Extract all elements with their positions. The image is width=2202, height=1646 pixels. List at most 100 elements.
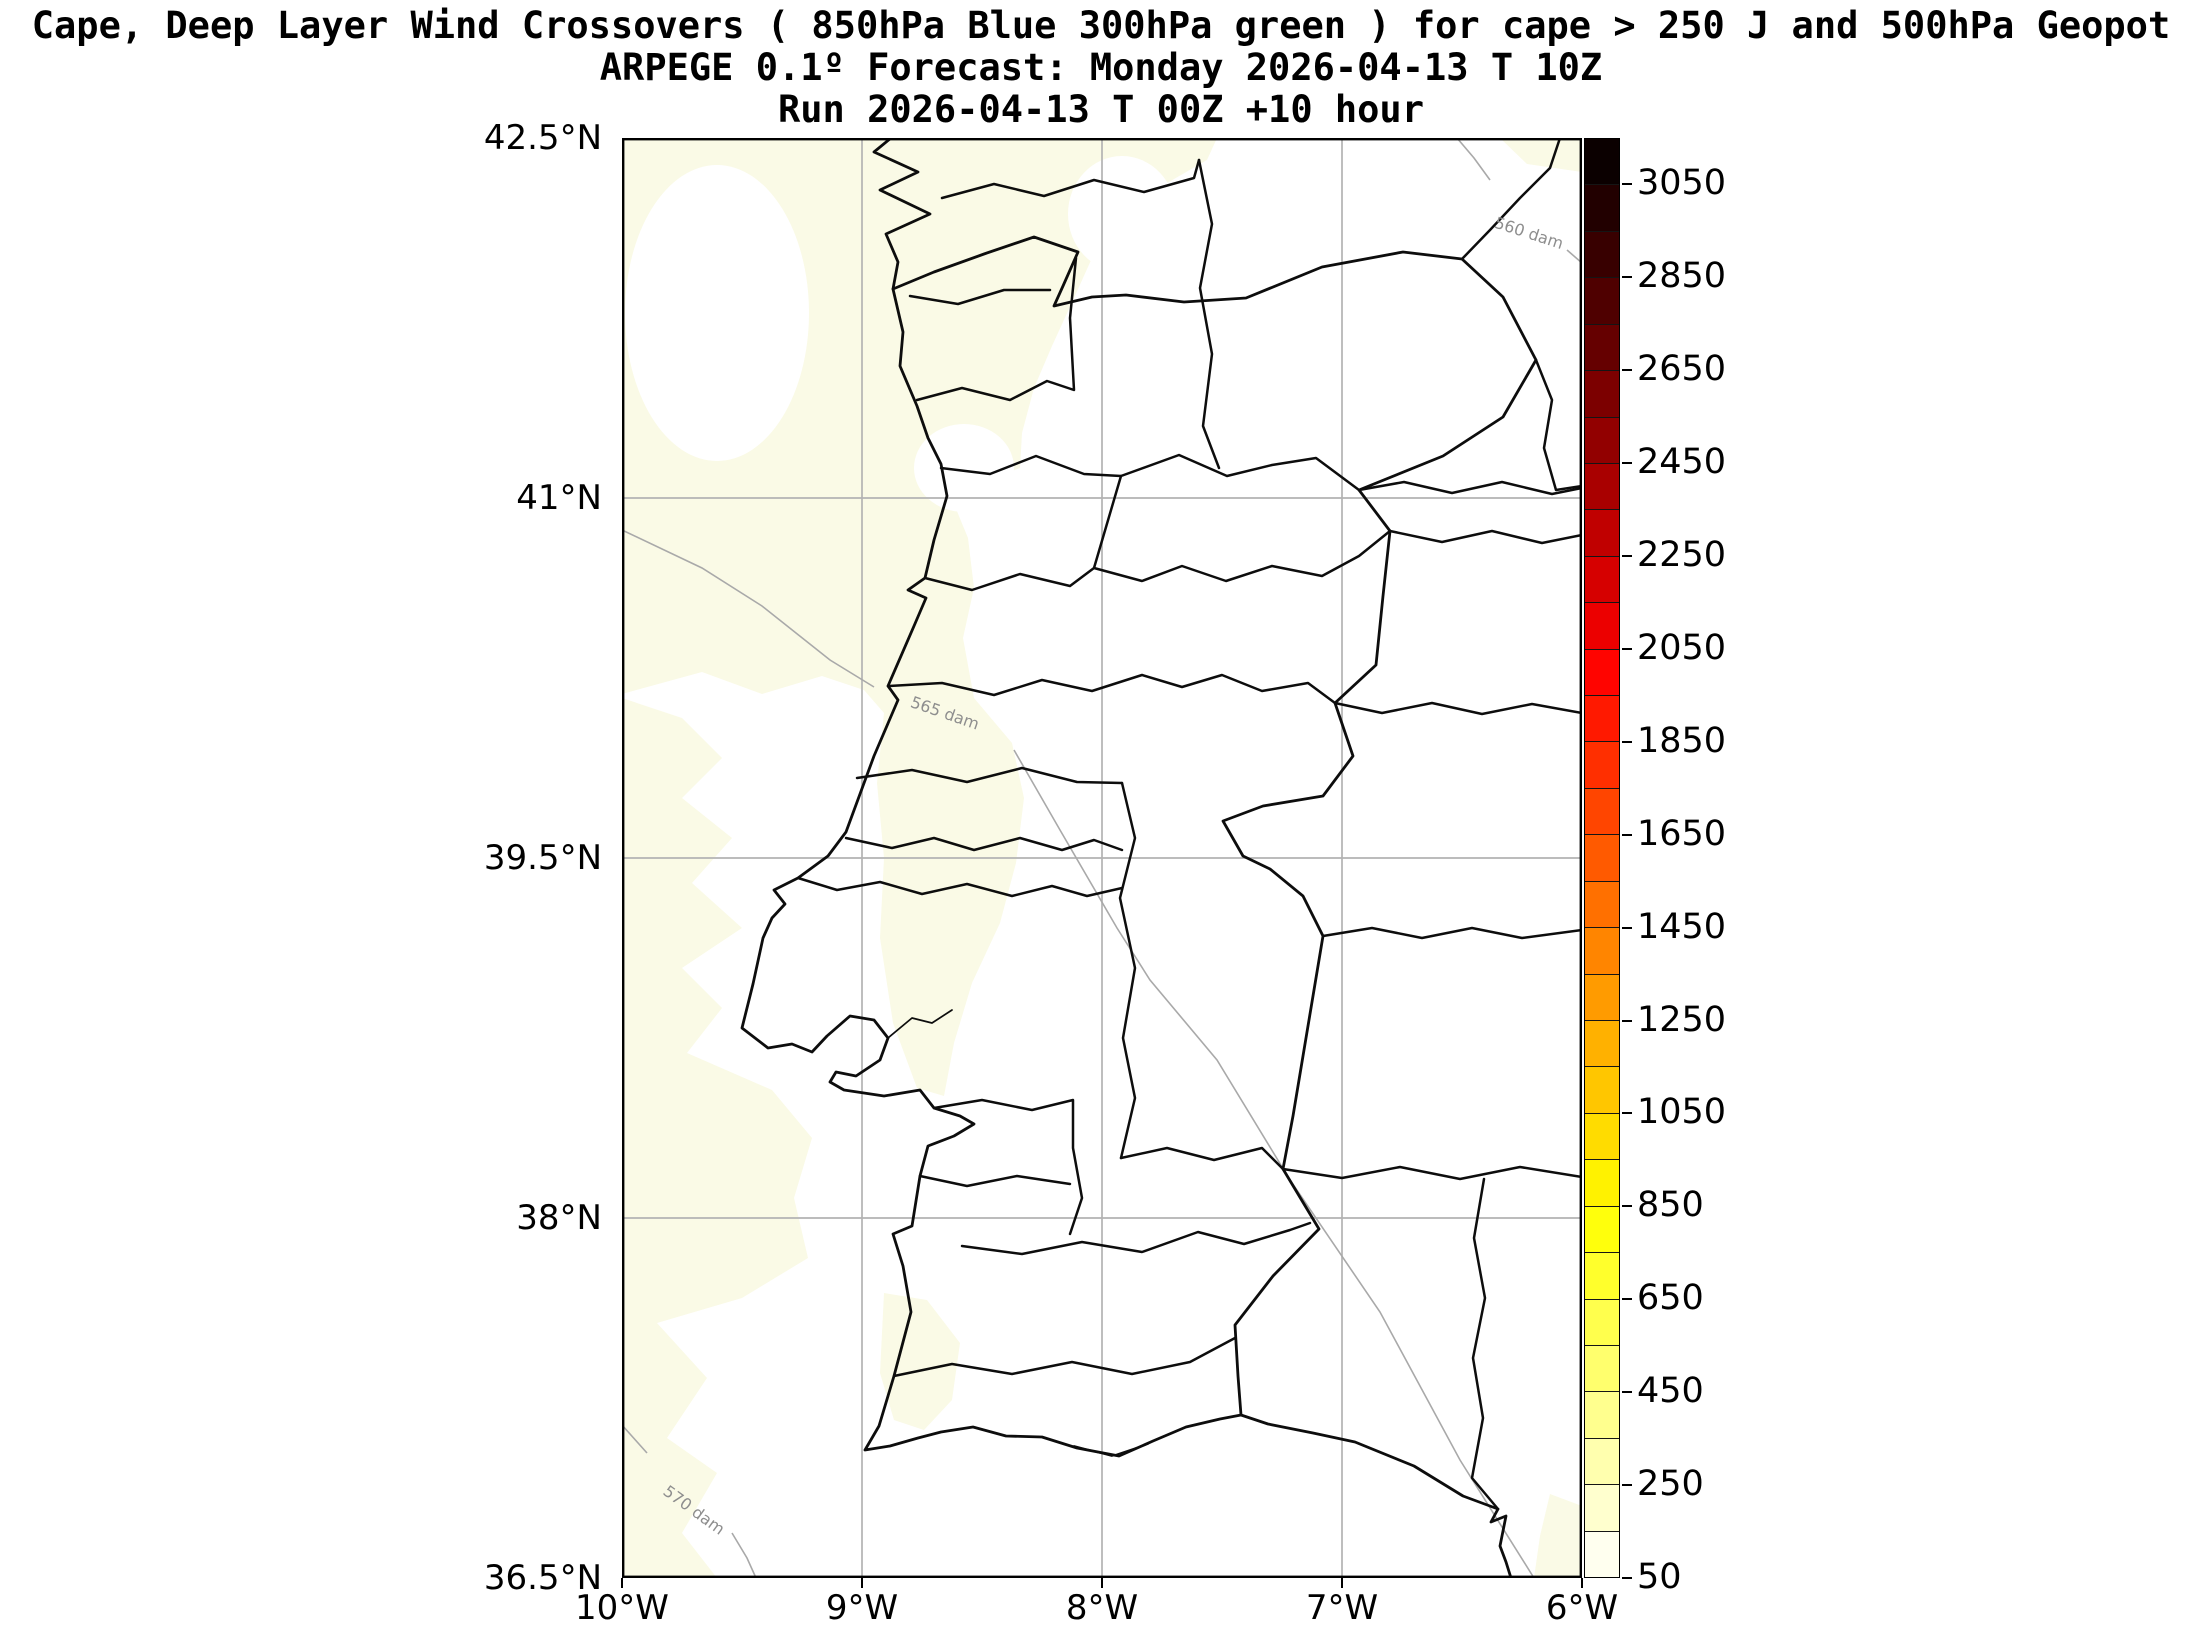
colorbar-tick-mark xyxy=(1622,462,1632,465)
contour-565dam xyxy=(1013,749,1535,1578)
district-boundaries xyxy=(740,138,1582,1578)
figure-subtitle-run: Run 2026-04-13 T 00Z +10 hour xyxy=(777,88,1424,131)
colorbar-segment xyxy=(1585,1484,1619,1531)
colorbar-segment xyxy=(1585,741,1619,788)
colorbar-tick-mark xyxy=(1622,833,1632,836)
colorbar-segment xyxy=(1585,1066,1619,1113)
colorbar-tick-mark xyxy=(1622,740,1632,743)
district-line xyxy=(960,1221,1312,1256)
cape-hole xyxy=(1068,156,1176,272)
contour-570dam xyxy=(731,1532,757,1578)
colorbar-segment xyxy=(1585,509,1619,556)
colorbar-tick-mark xyxy=(1622,555,1632,558)
colorbar-tick-label: 2250 xyxy=(1637,535,1727,576)
colorbar-segment xyxy=(1585,184,1619,231)
colorbar-tick-mark xyxy=(1622,1391,1632,1394)
colorbar-tick-mark xyxy=(1622,183,1632,186)
cape-region-west-sea xyxy=(622,698,812,1578)
contour-560dam xyxy=(1566,249,1582,264)
colorbar-segment xyxy=(1585,230,1619,278)
colorbar-segment xyxy=(1585,1112,1619,1160)
lon-label-7W: 7°W xyxy=(1305,1588,1379,1628)
colorbar-tick-label: 1650 xyxy=(1637,813,1727,854)
ria-formosa-islands xyxy=(1073,1443,1149,1457)
colorbar-tick-label: 2650 xyxy=(1637,349,1727,390)
geopotential-contours xyxy=(622,138,1582,1578)
lon-label-9W: 9°W xyxy=(825,1588,899,1628)
colorbar-tick-mark xyxy=(1622,1298,1632,1301)
colorbar-tick-mark xyxy=(1622,1577,1632,1579)
lat-label-36-5N: 36.5°N xyxy=(483,1558,602,1598)
lon-label-6W: 6°W xyxy=(1545,1588,1619,1628)
colorbar-tick-label: 3050 xyxy=(1637,163,1727,204)
lat-label-39-5N: 39.5°N xyxy=(483,838,602,878)
district-line xyxy=(1092,529,1392,583)
colorbar-tick-label: 1050 xyxy=(1637,1092,1727,1133)
lon-tick-mark xyxy=(1341,1578,1343,1588)
colorbar-tick-mark xyxy=(1622,647,1632,650)
province-line-spain xyxy=(1460,138,1562,261)
lon-tick-mark xyxy=(1581,1578,1583,1588)
colorbar-tick-mark xyxy=(1622,1019,1632,1022)
district-line xyxy=(796,876,1124,898)
colorbar-segment xyxy=(1585,927,1619,974)
district-line xyxy=(1118,781,1137,1160)
colorbar-segment xyxy=(1585,695,1619,742)
lat-label-38N: 38°N xyxy=(516,1198,602,1238)
colorbar-segment xyxy=(1585,416,1619,463)
lon-tick-mark xyxy=(621,1578,623,1588)
graticule-gridlines xyxy=(622,138,1582,1578)
lon-tick-mark xyxy=(1101,1578,1103,1588)
colorbar-segment xyxy=(1585,1391,1619,1438)
colorbar-segment xyxy=(1585,602,1619,649)
province-line-spain xyxy=(1321,926,1582,940)
colorbar-segment xyxy=(1585,880,1619,928)
district-line xyxy=(918,1174,1072,1188)
province-line-spain xyxy=(1388,529,1582,545)
colorbar-segment xyxy=(1585,648,1619,696)
province-line-spain xyxy=(940,158,1201,200)
colorbar-tick-mark xyxy=(1622,1112,1632,1115)
colorbar-tick-label: 2850 xyxy=(1637,256,1727,297)
colorbar-tick-label: 2050 xyxy=(1637,628,1727,669)
cape-fill-regions xyxy=(622,138,1582,1578)
contour-565dam xyxy=(622,529,875,688)
colorbar-segment xyxy=(1585,1344,1619,1392)
colorbar-tick-label: 2450 xyxy=(1637,442,1727,483)
district-line xyxy=(1119,1146,1285,1171)
lon-tick-mark xyxy=(861,1578,863,1588)
tejo-river xyxy=(887,1009,953,1039)
lon-label-8W: 8°W xyxy=(1065,1588,1139,1628)
district-line xyxy=(855,766,1124,785)
colorbar-segment xyxy=(1585,323,1619,371)
cape-region-southeast xyxy=(1534,1494,1582,1578)
colorbar xyxy=(1584,138,1620,1578)
colorbar-segment xyxy=(1585,1437,1619,1485)
district-line xyxy=(844,836,1124,852)
colorbar-segment xyxy=(1585,1205,1619,1253)
province-line-spain xyxy=(1281,1165,1582,1181)
figure-title: Cape, Deep Layer Wind Crossovers ( 850hP… xyxy=(31,4,2171,47)
colorbar-segment xyxy=(1585,1298,1619,1345)
cape-hole xyxy=(914,424,1014,512)
colorbar-segment xyxy=(1585,1020,1619,1067)
coastline xyxy=(740,138,1513,1578)
colorbar-segment xyxy=(1585,370,1619,417)
figure-titles: Cape, Deep Layer Wind Crossovers ( 850hP… xyxy=(0,5,2202,131)
colorbar-tick-mark xyxy=(1622,369,1632,372)
map-panel: 560 dam 565 dam 570 dam xyxy=(622,138,1582,1578)
colorbar-tick-mark xyxy=(1622,1205,1632,1208)
district-line xyxy=(1197,158,1221,470)
province-line-spain xyxy=(1357,480,1582,496)
colorbar-tick-mark xyxy=(1622,926,1632,929)
district-line xyxy=(886,673,1337,705)
colorbar-ticks: 50 250 450 650 850 1050 1250 1450 1650 1850 2050 22… xyxy=(1620,138,1780,1597)
district-line xyxy=(892,1336,1237,1378)
colorbar-segment xyxy=(1585,834,1619,881)
cape-hole xyxy=(625,165,809,461)
colorbar-segment xyxy=(1585,787,1619,835)
district-line xyxy=(939,453,1361,492)
contour-560dam xyxy=(1456,138,1491,181)
lat-label-42-5N: 42.5°N xyxy=(483,118,602,158)
